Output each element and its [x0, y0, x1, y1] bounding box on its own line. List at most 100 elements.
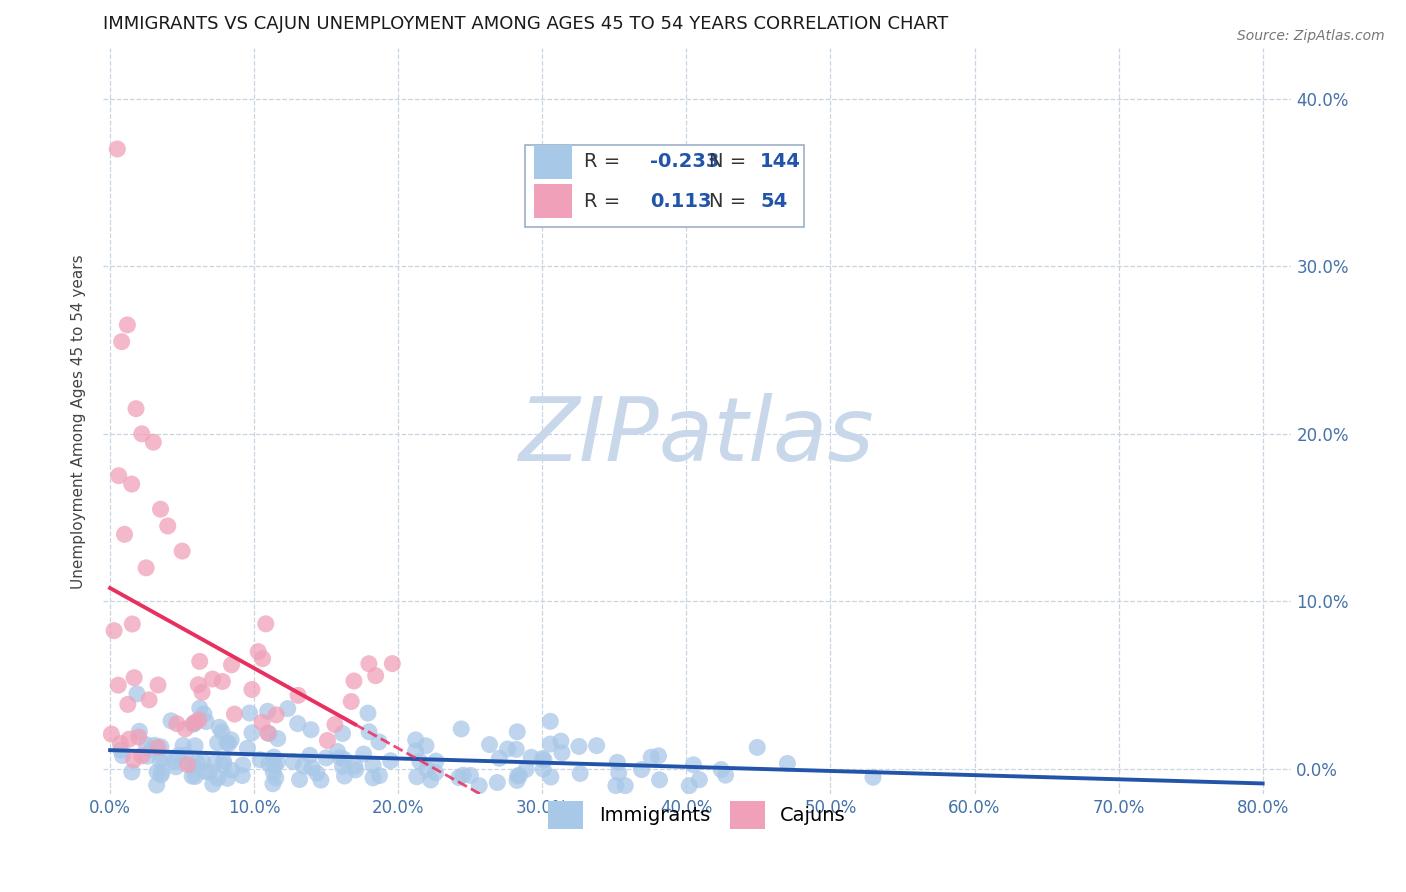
- Point: [301, 761, 323, 775]
- Point: [207, 771, 229, 785]
- Point: [247, 645, 270, 659]
- Point: [266, 755, 288, 769]
- Point: [256, 704, 278, 718]
- Point: [488, 751, 510, 765]
- Point: [714, 768, 737, 782]
- Point: [165, 760, 187, 774]
- Point: [118, 732, 141, 747]
- Point: [747, 740, 769, 755]
- Point: [232, 758, 254, 772]
- Point: [212, 758, 235, 772]
- Point: [287, 716, 309, 731]
- Point: [167, 748, 190, 763]
- Point: [125, 687, 148, 701]
- Point: [208, 720, 231, 734]
- Point: [647, 748, 669, 763]
- Legend: Immigrants, Cajuns: Immigrants, Cajuns: [541, 794, 853, 837]
- Point: [353, 747, 375, 761]
- Point: [174, 722, 197, 736]
- Point: [138, 693, 160, 707]
- Point: [100, 727, 122, 741]
- Point: [142, 435, 165, 450]
- Point: [125, 401, 148, 416]
- Point: [533, 753, 555, 767]
- Point: [254, 616, 277, 631]
- Point: [110, 743, 132, 757]
- Point: [305, 766, 328, 780]
- Point: [288, 772, 311, 787]
- Point: [283, 755, 305, 769]
- Text: 144: 144: [761, 153, 801, 171]
- Point: [292, 759, 315, 773]
- Point: [605, 779, 627, 793]
- Point: [257, 756, 280, 771]
- Point: [107, 468, 129, 483]
- Point: [240, 682, 263, 697]
- Point: [149, 739, 172, 754]
- Point: [316, 733, 339, 747]
- Point: [614, 779, 637, 793]
- Point: [419, 772, 441, 787]
- Point: [333, 769, 356, 783]
- FancyBboxPatch shape: [534, 184, 572, 219]
- Text: IMMIGRANTS VS CAJUN UNEMPLOYMENT AMONG AGES 45 TO 54 YEARS CORRELATION CHART: IMMIGRANTS VS CAJUN UNEMPLOYMENT AMONG A…: [103, 15, 948, 33]
- Point: [551, 746, 574, 760]
- Point: [211, 724, 233, 739]
- Point: [340, 694, 363, 708]
- Point: [172, 739, 194, 753]
- Point: [425, 765, 447, 780]
- Point: [409, 755, 432, 769]
- Point: [368, 769, 391, 783]
- Point: [263, 750, 285, 764]
- Point: [315, 751, 337, 765]
- Point: [186, 756, 208, 770]
- Point: [506, 769, 529, 783]
- Point: [180, 759, 202, 773]
- Point: [277, 701, 299, 715]
- Point: [191, 685, 214, 699]
- Point: [364, 668, 387, 682]
- Point: [550, 734, 572, 748]
- Point: [862, 770, 884, 784]
- Point: [250, 715, 273, 730]
- Point: [531, 762, 554, 776]
- Point: [450, 722, 472, 736]
- Point: [238, 706, 260, 720]
- Point: [538, 714, 561, 729]
- Point: [183, 715, 205, 730]
- Point: [568, 739, 591, 754]
- Point: [648, 772, 671, 787]
- Point: [201, 672, 224, 686]
- Point: [103, 624, 125, 638]
- Point: [105, 142, 128, 156]
- Point: [287, 689, 309, 703]
- Text: ZIPatlas: ZIPatlas: [519, 393, 875, 479]
- Point: [323, 717, 346, 731]
- Point: [496, 742, 519, 756]
- Point: [361, 771, 384, 785]
- Point: [224, 707, 246, 722]
- Point: [195, 714, 218, 729]
- Point: [121, 617, 143, 632]
- FancyBboxPatch shape: [524, 145, 804, 227]
- Point: [174, 748, 197, 763]
- Point: [188, 654, 211, 668]
- Point: [585, 739, 607, 753]
- Point: [131, 426, 153, 441]
- Point: [380, 754, 402, 768]
- Point: [405, 732, 427, 747]
- Point: [309, 773, 332, 788]
- Point: [262, 765, 284, 780]
- Point: [405, 770, 427, 784]
- Point: [149, 755, 172, 769]
- Point: [207, 736, 229, 750]
- Point: [478, 738, 501, 752]
- Point: [111, 748, 134, 763]
- Point: [344, 763, 367, 777]
- Point: [128, 730, 150, 744]
- Point: [143, 738, 166, 752]
- Point: [486, 775, 509, 789]
- Point: [135, 561, 157, 575]
- Point: [540, 770, 562, 784]
- Point: [183, 716, 205, 731]
